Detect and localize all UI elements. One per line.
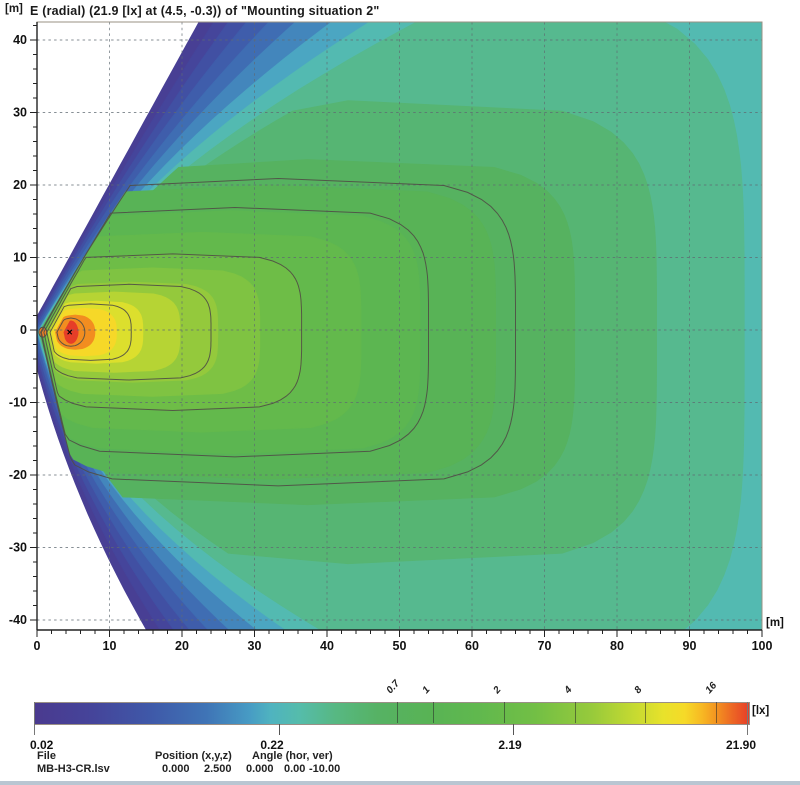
svg-text:80: 80 <box>610 639 624 653</box>
max-value-marker: × <box>67 328 73 339</box>
file-value: MB-H3-CR.lsv <box>37 763 110 775</box>
svg-text:20: 20 <box>13 178 27 192</box>
x-axis-unit-label: [m] <box>766 617 784 629</box>
isolux-contour-plot: 0 10 20 30 40 50 60 70 80 90 100 -40 -30 -20 -10 0 10 20 3… <box>9 21 784 653</box>
svg-text:10: 10 <box>103 639 117 653</box>
position-x-value: 0.000 <box>162 763 190 775</box>
position-label: Position (x,y,z) <box>155 750 232 762</box>
svg-text:90: 90 <box>683 639 697 653</box>
svg-text:30: 30 <box>248 639 262 653</box>
svg-text:0: 0 <box>34 639 41 653</box>
file-label: File <box>37 750 56 762</box>
position-y-value: 2.500 <box>204 763 232 775</box>
svg-text:60: 60 <box>465 639 479 653</box>
svg-text:-20: -20 <box>9 468 27 482</box>
svg-text:100: 100 <box>752 639 773 653</box>
svg-text:40: 40 <box>13 33 27 47</box>
angle-ver-value: -10.00 <box>309 763 341 775</box>
svg-text:0: 0 <box>20 323 27 337</box>
position-z-value: 0.000 <box>246 763 274 775</box>
svg-text:10: 10 <box>13 251 27 265</box>
angle-label: Angle (hor, ver) <box>252 750 333 762</box>
svg-text:-30: -30 <box>9 541 27 555</box>
svg-text:40: 40 <box>320 639 334 653</box>
grid <box>37 22 762 630</box>
svg-text:-40: -40 <box>9 613 27 627</box>
svg-text:70: 70 <box>538 639 552 653</box>
axis-ticks <box>30 25 763 637</box>
chart-title: E (radial) (21.9 [lx] at (4.5, -0.3)) of… <box>30 4 380 18</box>
svg-text:30: 30 <box>13 106 27 120</box>
svg-text:-10: -10 <box>9 396 27 410</box>
svg-text:50: 50 <box>393 639 407 653</box>
window-bottom-edge <box>0 781 800 785</box>
y-axis-unit-label: [m] <box>5 3 23 15</box>
axis-tick-labels: 0 10 20 30 40 50 60 70 80 90 100 -40 -30 -20 -10 0 10 20 3… <box>9 33 773 653</box>
angle-hor-value: 0.00 <box>284 763 306 775</box>
contour-lines <box>40 177 516 487</box>
svg-text:20: 20 <box>175 639 189 653</box>
